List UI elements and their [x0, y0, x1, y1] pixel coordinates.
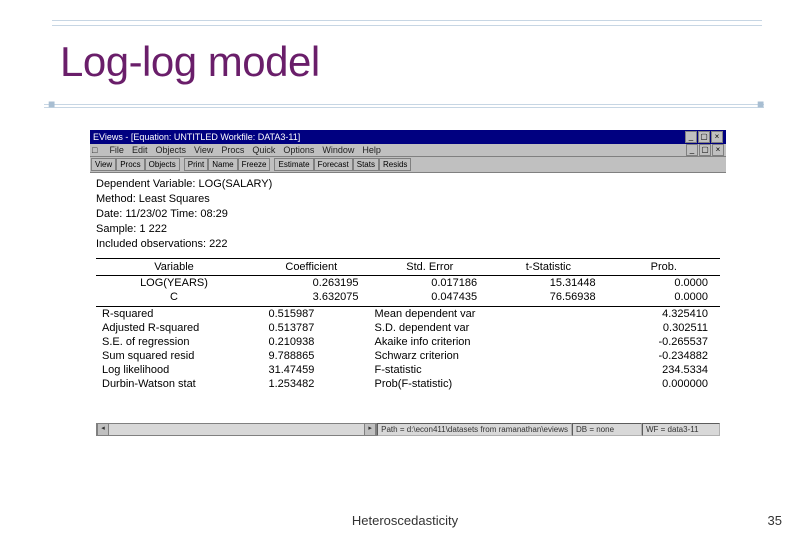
sample: Sample: 1 222 [96, 222, 720, 237]
menu-options[interactable]: Options [283, 145, 314, 155]
s2v: 0.210938 [264, 335, 370, 349]
status-path: Path = d:\econ411\datasets from ramanath… [377, 423, 572, 436]
tb-freeze[interactable]: Freeze [238, 158, 271, 171]
footer-text: Heteroscedasticity [0, 513, 810, 528]
scroll-right-icon[interactable]: ▸ [364, 423, 376, 436]
s0L: Mean dependent var [371, 307, 577, 322]
slide-title: Log-log model [60, 38, 320, 86]
s0V: 4.325410 [576, 307, 720, 322]
s1V: 0.302511 [576, 321, 720, 335]
tb-objects[interactable]: Objects [145, 158, 180, 171]
bullet-right-icon: ■ [757, 97, 764, 111]
horizontal-scrollbar[interactable]: ◂ ▸ [96, 423, 377, 436]
s2l: S.E. of regression [96, 335, 264, 349]
row1-var: C [96, 290, 252, 304]
menu-quick[interactable]: Quick [252, 145, 275, 155]
s5v: 1.253482 [264, 377, 370, 391]
tb-procs[interactable]: Procs [116, 158, 144, 171]
s2V: -0.265537 [576, 335, 720, 349]
s3L: Schwarz criterion [371, 349, 577, 363]
row0-t: 15.31448 [489, 276, 608, 291]
hdr-variable: Variable [96, 259, 252, 276]
status-db: DB = none [572, 423, 642, 436]
app-titlebar: EViews - [Equation: UNTITLED Workfile: D… [90, 130, 726, 144]
hdr-prob: Prob. [608, 259, 720, 276]
slide: Log-log model ■ ■ EViews - [Equation: UN… [0, 0, 810, 540]
s5l: Durbin-Watson stat [96, 377, 264, 391]
title-underline [44, 104, 764, 108]
status-fields: Path = d:\econ411\datasets from ramanath… [377, 423, 720, 436]
s5V: 0.000000 [576, 377, 720, 391]
child-maximize-icon[interactable]: ▢ [699, 144, 711, 156]
menubar: □ File Edit Objects View Procs Quick Opt… [90, 144, 726, 157]
s4l: Log likelihood [96, 363, 264, 377]
hdr-tstat: t-Statistic [489, 259, 608, 276]
row1-p: 0.0000 [608, 290, 720, 304]
child-minimize-icon[interactable]: _ [686, 144, 698, 156]
s3l: Sum squared resid [96, 349, 264, 363]
close-icon[interactable]: × [711, 131, 723, 143]
scroll-left-icon[interactable]: ◂ [97, 423, 109, 436]
row0-coef: 0.263195 [252, 276, 371, 291]
status-bar: ◂ ▸ Path = d:\econ411\datasets from rama… [96, 423, 720, 436]
status-wf: WF = data3-11 [642, 423, 720, 436]
hdr-coef: Coefficient [252, 259, 371, 276]
s4V: 234.5334 [576, 363, 720, 377]
s5L: Prob(F-statistic) [371, 377, 577, 391]
row1-coef: 3.632075 [252, 290, 371, 304]
s4v: 31.47459 [264, 363, 370, 377]
s3v: 9.788865 [264, 349, 370, 363]
tb-view[interactable]: View [91, 158, 116, 171]
child-window-controls[interactable]: _ ▢ × [686, 144, 724, 156]
eviews-screenshot: EViews - [Equation: UNTITLED Workfile: D… [90, 130, 726, 436]
tb-print[interactable]: Print [184, 158, 208, 171]
tb-resids[interactable]: Resids [379, 158, 411, 171]
obs: Included observations: 222 [96, 237, 720, 252]
summary-stats-table: R-squared 0.515987 Mean dependent var 4.… [96, 306, 720, 391]
dep-var: Dependent Variable: LOG(SALARY) [96, 177, 720, 192]
menu-objects[interactable]: Objects [155, 145, 186, 155]
row0-p: 0.0000 [608, 276, 720, 291]
menu-items[interactable]: □ File Edit Objects View Procs Quick Opt… [92, 145, 381, 155]
s4L: F-statistic [371, 363, 577, 377]
tb-stats[interactable]: Stats [353, 158, 379, 171]
child-close-icon[interactable]: × [712, 144, 724, 156]
regression-output: Dependent Variable: LOG(SALARY) Method: … [90, 173, 726, 436]
row0-var: LOG(YEARS) [96, 276, 252, 291]
minimize-icon[interactable]: _ [685, 131, 697, 143]
row1-t: 76.56938 [489, 290, 608, 304]
app-title: EViews - [Equation: UNTITLED Workfile: D… [93, 132, 300, 142]
menu-edit[interactable]: Edit [132, 145, 148, 155]
s1v: 0.513787 [264, 321, 370, 335]
hdr-se: Std. Error [371, 259, 490, 276]
s1L: S.D. dependent var [371, 321, 577, 335]
page-number: 35 [768, 513, 782, 528]
top-rule [52, 20, 762, 26]
row1-se: 0.047435 [371, 290, 490, 304]
equation-toolbar: View Procs Objects Print Name Freeze Est… [90, 157, 726, 173]
menu-window[interactable]: Window [322, 145, 354, 155]
tb-estimate[interactable]: Estimate [274, 158, 313, 171]
tb-name[interactable]: Name [208, 158, 237, 171]
s0l: R-squared [96, 307, 264, 322]
s0v: 0.515987 [264, 307, 370, 322]
menu-help[interactable]: Help [362, 145, 381, 155]
row0-se: 0.017186 [371, 276, 490, 291]
s3V: -0.234882 [576, 349, 720, 363]
menu-view[interactable]: View [194, 145, 213, 155]
window-controls[interactable]: _ ▢ × [685, 131, 723, 143]
coefficient-table: Variable Coefficient Std. Error t-Statis… [96, 258, 720, 304]
s1l: Adjusted R-squared [96, 321, 264, 335]
menu-file[interactable]: File [109, 145, 124, 155]
date-time: Date: 11/23/02 Time: 08:29 [96, 207, 720, 222]
menu-procs[interactable]: Procs [221, 145, 244, 155]
bullet-left-icon: ■ [48, 97, 55, 111]
maximize-icon[interactable]: ▢ [698, 131, 710, 143]
tb-forecast[interactable]: Forecast [314, 158, 353, 171]
method: Method: Least Squares [96, 192, 720, 207]
s2L: Akaike info criterion [371, 335, 577, 349]
